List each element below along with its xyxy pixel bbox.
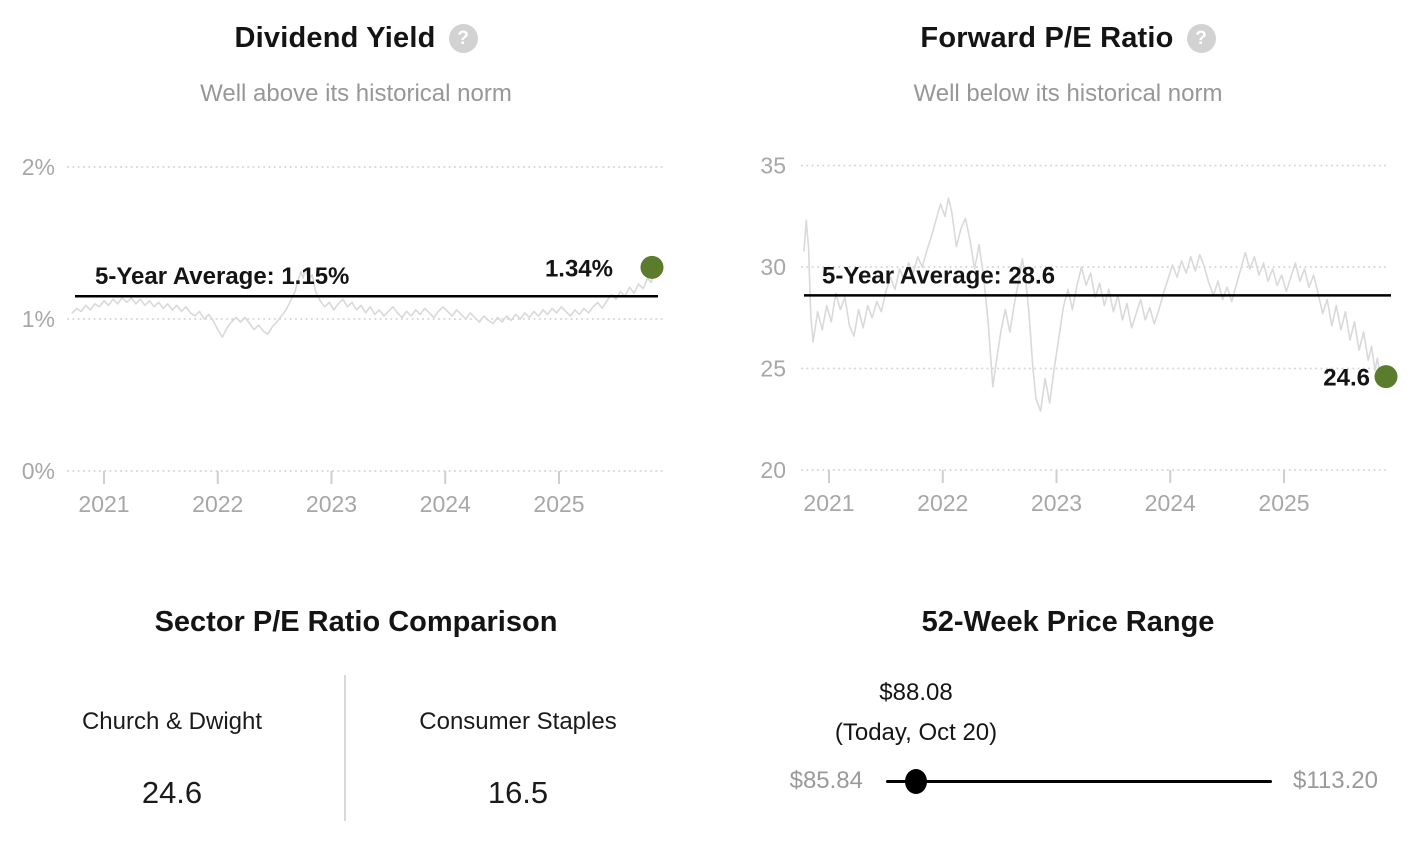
dividend-yield-y-axis-label: 1% xyxy=(22,306,55,332)
sector-column-church-dwight: Church & Dwight 24.6 xyxy=(0,675,346,821)
dividend-yield-chart: 2% 1% 0% 2021 2022 2023 2024 2025 5-Year Average… xyxy=(22,154,664,517)
forward-pe-y-axis-label: 35 xyxy=(760,153,786,179)
dividend-yield-y-axis-label: 2% xyxy=(22,154,55,180)
dividend-yield-y-axis-label: 0% xyxy=(22,458,55,484)
dividend-yield-current-value-label: 1.34% xyxy=(545,255,613,282)
forward-pe-x-axis-label: 2024 xyxy=(1145,490,1196,516)
price-range-title: 52-Week Price Range xyxy=(921,606,1215,638)
sector-pe-comparison-panel: Sector P/E Ratio Comparison Church & Dwi… xyxy=(0,580,712,856)
dividend-yield-x-axis-label: 2022 xyxy=(192,491,243,517)
dividend-yield-x-axis-label: 2025 xyxy=(533,491,584,517)
price-range-panel: 52-Week Price Range $88.08 (Today, Oct 2… xyxy=(712,580,1424,856)
dividend-yield-title: Dividend Yield xyxy=(234,22,436,54)
sector-column-value: 16.5 xyxy=(487,775,549,810)
dividend-yield-average-label: 5-Year Average: 1.15% xyxy=(95,263,349,290)
forward-pe-x-axis-label: 2025 xyxy=(1258,490,1309,516)
forward-pe-chart: 35 30 25 20 2021 2022 2023 2024 2025 5-Year Avera… xyxy=(760,153,1398,516)
dividend-yield-x-axis-label: 2023 xyxy=(306,491,357,517)
forward-pe-x-axis-label: 2021 xyxy=(803,490,854,516)
forward-pe-y-axis-label: 20 xyxy=(760,457,786,483)
current-price-marker xyxy=(905,769,927,794)
dividend-yield-subtitle: Well above its historical norm xyxy=(200,80,512,107)
dividend-yield-x-axis-label: 2021 xyxy=(78,491,129,517)
range-low-label: $85.84 xyxy=(789,767,863,794)
forward-pe-x-axis-label: 2023 xyxy=(1031,490,1082,516)
sector-column-value: 24.6 xyxy=(141,775,203,810)
dividend-yield-series-line xyxy=(71,266,657,338)
sector-comparison-title: Sector P/E Ratio Comparison xyxy=(154,606,558,638)
sector-column-consumer-staples: Consumer Staples 16.5 xyxy=(346,675,690,821)
forward-pe-current-value-label: 24.6 xyxy=(1323,365,1370,392)
price-range-track xyxy=(886,780,1272,783)
forward-pe-y-axis-label: 30 xyxy=(760,254,786,280)
forward-pe-average-label: 5-Year Average: 28.6 xyxy=(822,262,1055,289)
range-high-label: $113.20 xyxy=(1293,767,1378,794)
forward-pe-current-value-dot xyxy=(1374,365,1398,389)
help-icon[interactable]: ? xyxy=(1186,24,1216,53)
current-price-date: (Today, Oct 20) xyxy=(834,719,998,746)
sector-comparison-columns: Church & Dwight 24.6 Consumer Staples 16… xyxy=(0,675,690,821)
dividend-yield-x-axis-label: 2024 xyxy=(420,491,471,517)
current-price-label: $88.08 xyxy=(879,679,953,706)
forward-pe-header: Forward P/E Ratio ? xyxy=(712,22,1424,55)
forward-pe-y-axis-label: 25 xyxy=(760,356,786,382)
dividend-yield-header: Dividend Yield ? xyxy=(0,22,712,55)
sector-column-label: Consumer Staples xyxy=(419,708,617,735)
dividend-yield-current-value-dot xyxy=(640,255,664,279)
dividend-yield-panel: Dividend Yield ? Well above its historic… xyxy=(0,0,712,580)
sector-column-label: Church & Dwight xyxy=(81,708,263,735)
forward-pe-series-line xyxy=(803,197,1382,412)
help-icon[interactable]: ? xyxy=(448,24,478,53)
forward-pe-title: Forward P/E Ratio xyxy=(920,22,1174,54)
forward-pe-x-axis-label: 2022 xyxy=(917,490,968,516)
forward-pe-subtitle: Well below its historical norm xyxy=(913,80,1223,107)
forward-pe-panel: Forward P/E Ratio ? Well below its histo… xyxy=(712,0,1424,580)
